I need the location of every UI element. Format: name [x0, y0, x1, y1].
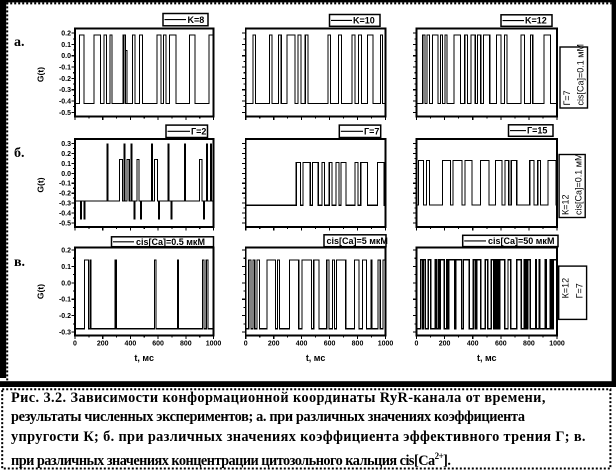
svg-text:t, мс: t, мс: [477, 353, 497, 363]
svg-text:800: 800: [523, 341, 535, 348]
svg-text:1000: 1000: [549, 341, 565, 348]
svg-text:0.1: 0.1: [61, 42, 71, 49]
svg-text:-0.4: -0.4: [59, 99, 71, 106]
svg-text:G(t): G(t): [36, 177, 46, 192]
svg-text:Г=7: Г=7: [575, 283, 585, 298]
svg-text:0.1: 0.1: [61, 264, 71, 271]
svg-text:t, мс: t, мс: [306, 353, 326, 363]
svg-text:600: 600: [152, 341, 164, 348]
svg-text:-0.5: -0.5: [59, 110, 71, 117]
svg-text:cis[Ca]=5 мкМ: cis[Ca]=5 мкМ: [327, 236, 388, 246]
svg-text:0.0: 0.0: [61, 171, 71, 178]
svg-text:cis[Ca]=50 мкМ: cis[Ca]=50 мкМ: [488, 236, 554, 246]
svg-text:-0.2: -0.2: [59, 76, 71, 83]
svg-text:0.1: 0.1: [61, 161, 71, 168]
svg-text:Г=15: Г=15: [527, 126, 547, 136]
svg-text:G(t): G(t): [36, 284, 46, 299]
svg-text:0: 0: [73, 341, 77, 348]
svg-text:-0.3: -0.3: [59, 330, 71, 337]
svg-text:0: 0: [244, 341, 248, 348]
svg-text:cis[Ca]=0.1 мМ: cis[Ca]=0.1 мМ: [576, 44, 586, 105]
svg-text:-0.4: -0.4: [59, 211, 71, 218]
svg-text:800: 800: [352, 341, 364, 348]
svg-text:0.2: 0.2: [61, 248, 71, 255]
svg-text:0.2: 0.2: [61, 31, 71, 38]
svg-text:1000: 1000: [378, 341, 394, 348]
svg-text:-0.1: -0.1: [59, 181, 71, 188]
svg-text:200: 200: [268, 341, 280, 348]
svg-text:K=8: K=8: [188, 15, 205, 25]
svg-text:t, мс: t, мс: [134, 353, 154, 363]
svg-text:G(t): G(t): [36, 67, 46, 82]
svg-text:200: 200: [97, 341, 109, 348]
svg-text:К=12: К=12: [561, 278, 571, 299]
svg-text:cis[Ca]=0.1 мМ: cis[Ca]=0.1 мМ: [574, 154, 584, 215]
svg-text:400: 400: [125, 341, 137, 348]
svg-text:-0.2: -0.2: [59, 191, 71, 198]
svg-text:Г=2: Г=2: [191, 126, 206, 136]
svg-text:Г=7: Г=7: [364, 126, 379, 136]
svg-text:-0.1: -0.1: [59, 65, 71, 72]
svg-text:а.: а.: [14, 35, 25, 50]
svg-text:-0.3: -0.3: [59, 201, 71, 208]
svg-text:0.3: 0.3: [61, 141, 71, 148]
svg-text:в.: в.: [14, 255, 25, 270]
svg-text:K=10: K=10: [353, 16, 375, 26]
svg-text:К=12: К=12: [561, 194, 571, 215]
svg-text:cis[Ca]=0.5 мкМ: cis[Ca]=0.5 мкМ: [136, 237, 205, 247]
svg-text:K=12: K=12: [525, 16, 547, 26]
svg-text:-0.2: -0.2: [59, 313, 71, 320]
svg-text:0.2: 0.2: [61, 151, 71, 158]
svg-text:600: 600: [324, 341, 336, 348]
svg-text:-0.1: -0.1: [59, 297, 71, 304]
svg-text:800: 800: [180, 341, 192, 348]
svg-text:0: 0: [415, 341, 419, 348]
svg-text:600: 600: [495, 341, 507, 348]
svg-text:Г=7: Г=7: [562, 90, 572, 105]
svg-text:-0.5: -0.5: [59, 220, 71, 227]
svg-text:0.0: 0.0: [61, 280, 71, 287]
svg-text:200: 200: [439, 341, 451, 348]
svg-text:1000: 1000: [206, 341, 222, 348]
svg-text:400: 400: [296, 341, 308, 348]
svg-text:0.0: 0.0: [61, 53, 71, 60]
svg-text:400: 400: [467, 341, 479, 348]
svg-text:-0.3: -0.3: [59, 87, 71, 94]
svg-text:б.: б.: [14, 146, 25, 161]
